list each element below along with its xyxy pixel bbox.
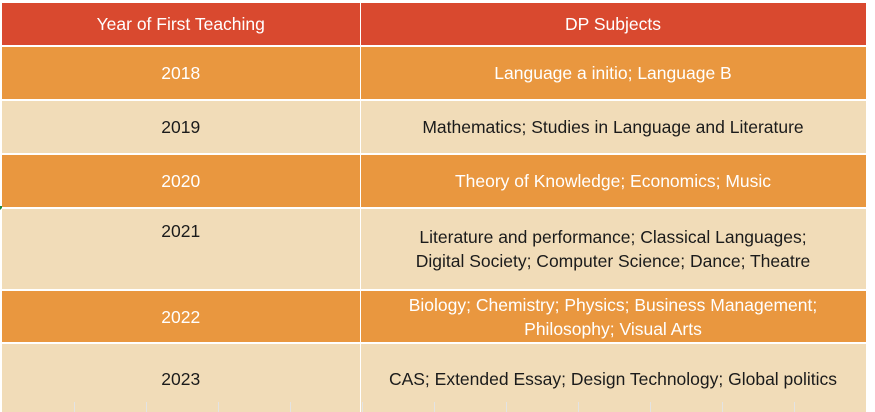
year-cell[interactable]: 2021	[2, 208, 361, 291]
grid-divider	[362, 402, 363, 412]
subject-line: Literature and performance; Classical La…	[419, 227, 807, 247]
grid-divider	[578, 402, 579, 412]
table-row: 2018 Language a initio; Language B	[2, 46, 867, 101]
table-row: 2021 Literature and performance; Classic…	[2, 208, 867, 291]
grid-divider	[794, 402, 795, 412]
grid-divider	[650, 402, 651, 412]
grid-divider	[722, 402, 723, 412]
year-cell[interactable]: 2018	[2, 46, 361, 101]
subject-line: Philosophy; Visual Arts	[524, 318, 702, 339]
grid-divider	[146, 402, 147, 412]
subjects-cell[interactable]: Mathematics; Studies in Language and Lit…	[360, 100, 867, 155]
subject-line: Language a initio; Language B	[494, 63, 732, 83]
header-subjects[interactable]: DP Subjects	[360, 3, 867, 47]
subject-line: Theory of Knowledge; Economics; Music	[454, 171, 772, 191]
grid-divider	[434, 402, 435, 412]
subject-line: Mathematics; Studies in Language and Lit…	[422, 117, 804, 137]
subject-line: Biology; Chemistry; Physics; Business Ma…	[408, 294, 818, 315]
grid-divider	[218, 402, 219, 412]
subjects-cell[interactable]: Biology; Chemistry; Physics; Business Ma…	[360, 290, 867, 344]
subjects-cell[interactable]: Language a initio; Language B	[360, 46, 867, 101]
year-cell[interactable]: 2019	[2, 100, 361, 155]
table-row: 2020 Theory of Knowledge; Economics; Mus…	[2, 154, 867, 209]
year-cell[interactable]: 2022	[2, 290, 361, 344]
subjects-cell[interactable]: Theory of Knowledge; Economics; Music	[360, 154, 867, 209]
grid-divider	[506, 402, 507, 412]
subject-line: Digital Society; Computer Science; Dance…	[415, 251, 811, 271]
table-row: 2023 CAS; Extended Essay; Design Technol…	[2, 343, 867, 412]
header-year[interactable]: Year of First Teaching	[2, 3, 361, 47]
subjects-cell[interactable]: CAS; Extended Essay; Design Technology; …	[360, 343, 867, 412]
grid-divider	[290, 402, 291, 412]
subject-line: CAS; Extended Essay; Design Technology; …	[388, 369, 838, 389]
dp-subjects-table: Year of First Teaching DP Subjects 2018 …	[2, 3, 867, 412]
table-header-row: Year of First Teaching DP Subjects	[2, 3, 867, 47]
table-row: 2022 Biology; Chemistry; Physics; Busine…	[2, 290, 867, 344]
year-cell[interactable]: 2023	[2, 343, 361, 412]
grid-divider	[74, 402, 75, 412]
subjects-cell[interactable]: Literature and performance; Classical La…	[360, 208, 867, 291]
year-cell[interactable]: 2020	[2, 154, 361, 209]
table-row: 2019 Mathematics; Studies in Language an…	[2, 100, 867, 155]
